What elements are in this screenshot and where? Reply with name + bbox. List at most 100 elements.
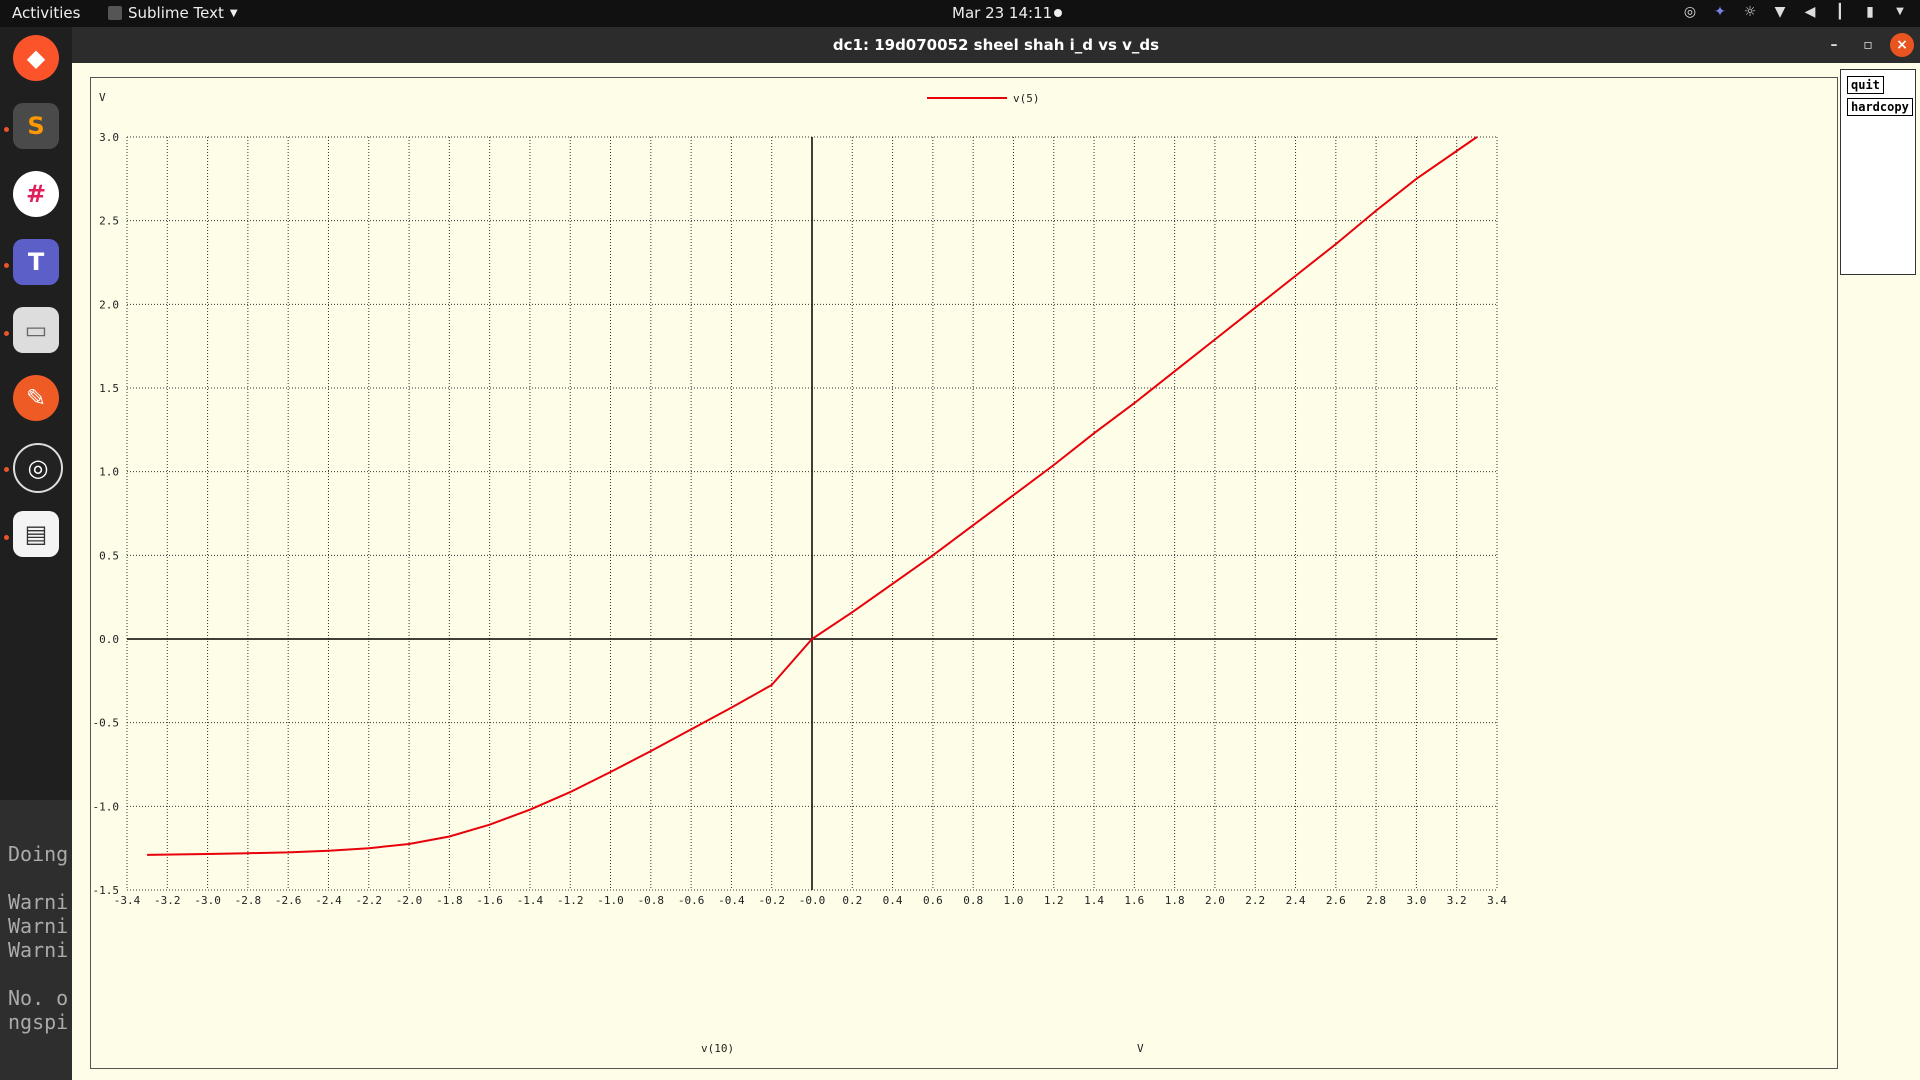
x-tick-label: 3.0 xyxy=(1406,894,1426,907)
x-tick-label: -2.4 xyxy=(315,894,342,907)
tick-labels: -3.4 -3.2 -3.0 -2.8 -2.6 -2.4 -2.2 -2.0 -1.8 -1.6… xyxy=(93,131,1508,907)
y-tick-label: 0.5 xyxy=(99,549,119,562)
postman-icon[interactable]: ✎ xyxy=(13,375,59,421)
y-tick-label: 1.0 xyxy=(99,466,119,479)
x-tick-label: -3.4 xyxy=(114,894,141,907)
y-tick-label: 2.5 xyxy=(99,215,119,228)
teams-tray-icon[interactable]: ✦ xyxy=(1714,4,1726,20)
x-tick-label: -0.4 xyxy=(718,894,745,907)
y-tick-label: -1.0 xyxy=(93,800,120,813)
chart: V v(5) -3.4 -3.2 -3.0 -2.8 -2.6 -2.4 -2.2 -2.0-… xyxy=(93,91,1508,1055)
close-icon[interactable]: × xyxy=(1890,33,1914,57)
x-tick-label: 1.0 xyxy=(1004,894,1024,907)
x-tick-label: 2.4 xyxy=(1286,894,1306,907)
battery-icon[interactable]: ▮ xyxy=(1866,4,1874,20)
x-tick-label: 1.8 xyxy=(1165,894,1185,907)
microphone-icon[interactable]: ┃ xyxy=(1835,4,1845,20)
y-tick-label: 0.0 xyxy=(99,633,119,646)
minimize-icon[interactable]: – xyxy=(1830,37,1838,53)
series-line-v5 xyxy=(147,136,1478,856)
obs-tray-icon[interactable]: ◎ xyxy=(1683,4,1697,20)
wifi-icon[interactable]: ▼ xyxy=(1774,4,1786,20)
app-menu-label: Sublime Text xyxy=(128,4,224,22)
system-tray[interactable]: ◎ ✦ ☼ ▼ ◀ ┃ ▮ ▼ xyxy=(1682,3,1908,21)
plot-window: dc1: 19d070052 sheel shah i_d vs v_ds – … xyxy=(72,27,1920,1080)
brightness-icon[interactable]: ☼ xyxy=(1743,4,1757,20)
x-tick-label: 0.4 xyxy=(883,894,903,907)
volume-icon[interactable]: ◀ xyxy=(1804,4,1816,20)
x-tick-label: 2.0 xyxy=(1205,894,1225,907)
brave-browser-icon[interactable]: ◆ xyxy=(13,35,59,81)
y-tick-label: 3.0 xyxy=(99,131,119,144)
x-tick-label: 2.2 xyxy=(1245,894,1265,907)
x-tick-label: 1.6 xyxy=(1124,894,1144,907)
terminal-line: ngspi xyxy=(8,1010,69,1034)
window-titlebar[interactable]: dc1: 19d070052 sheel shah i_d vs v_ds – … xyxy=(72,27,1920,63)
x-tick-label: -1.2 xyxy=(557,894,584,907)
activities-button[interactable]: Activities xyxy=(12,4,81,22)
x-tick-label: 2.6 xyxy=(1326,894,1346,907)
window-title: dc1: 19d070052 sheel shah i_d vs v_ds xyxy=(832,36,1160,54)
maximize-icon[interactable]: ▫ xyxy=(1863,37,1873,53)
side-panel: quit hardcopy xyxy=(1840,69,1916,275)
terminal-background: Doing Warni Warni Warni No. o ngspi xyxy=(0,800,72,1080)
system-menu-chevron-icon[interactable]: ▼ xyxy=(1896,6,1904,17)
x-tick-label: -2.0 xyxy=(396,894,423,907)
y-tick-label: 1.5 xyxy=(99,382,119,395)
legend-entry: v(5) xyxy=(1013,92,1040,105)
x-tick-label: 2.8 xyxy=(1366,894,1386,907)
x-tick-label: 1.2 xyxy=(1044,894,1064,907)
running-indicator-icon xyxy=(4,127,9,132)
x-axis-label: v(10) xyxy=(701,1042,734,1055)
x-tick-label: 1.4 xyxy=(1084,894,1104,907)
x-tick-label: -0.6 xyxy=(678,894,705,907)
x-tick-label: -3.2 xyxy=(154,894,181,907)
x-tick-label: 3.2 xyxy=(1447,894,1467,907)
running-indicator-icon xyxy=(4,535,9,540)
terminal-line: Warni xyxy=(8,938,69,962)
x-tick-label: 3.4 xyxy=(1487,894,1507,907)
slack-icon[interactable]: # xyxy=(13,171,59,217)
x-tick-label: -1.6 xyxy=(476,894,503,907)
sublime-icon xyxy=(108,6,122,20)
terminal-line: No. o xyxy=(8,986,69,1010)
y-tick-label: -1.5 xyxy=(93,884,120,897)
x-tick-label: -2.8 xyxy=(235,894,262,907)
x-tick-label: 0.8 xyxy=(963,894,983,907)
x-tick-label: -1.0 xyxy=(597,894,624,907)
sublime-text-icon[interactable]: S xyxy=(13,103,59,149)
files-icon[interactable]: ▭ xyxy=(13,307,59,353)
terminal-line: Warni xyxy=(8,890,69,914)
axes xyxy=(127,137,1497,890)
y-unit-label: V xyxy=(99,91,106,104)
x-tick-label: 0.6 xyxy=(923,894,943,907)
top-bar: Activities Sublime Text ▼ Mar 23 14:11 ◎… xyxy=(0,0,1920,27)
obs-studio-icon[interactable]: ◎ xyxy=(13,443,63,493)
x-tick-label: -1.8 xyxy=(436,894,463,907)
x-tick-label: -3.0 xyxy=(194,894,221,907)
hardcopy-button[interactable]: hardcopy xyxy=(1847,98,1913,116)
terminal-line: Warni xyxy=(8,914,69,938)
x-tick-label: -2.2 xyxy=(356,894,383,907)
x-axis-unit: V xyxy=(1137,1042,1144,1055)
plot-area: V v(5) -3.4 -3.2 -3.0 -2.8 -2.6 -2.4 -2.2 -2.0-… xyxy=(90,77,1838,1069)
y-tick-label: 2.0 xyxy=(99,298,119,311)
terminal-line: Doing xyxy=(8,842,69,866)
document-viewer-icon[interactable]: ▤ xyxy=(13,511,59,557)
x-tick-label: -0.0 xyxy=(799,894,826,907)
quit-button[interactable]: quit xyxy=(1847,76,1884,94)
x-tick-label: -0.2 xyxy=(758,894,785,907)
app-menu[interactable]: Sublime Text ▼ xyxy=(108,4,238,22)
chevron-down-icon: ▼ xyxy=(229,7,238,19)
teams-icon[interactable]: T xyxy=(13,239,59,285)
x-tick-label: -1.4 xyxy=(517,894,544,907)
y-tick-label: -0.5 xyxy=(93,717,120,730)
x-tick-label: -2.6 xyxy=(275,894,302,907)
x-tick-label: 0.2 xyxy=(842,894,862,907)
clock[interactable]: Mar 23 14:11 xyxy=(952,4,1053,22)
notification-dot-icon xyxy=(1054,9,1062,17)
running-indicator-icon xyxy=(4,467,9,472)
running-indicator-icon xyxy=(4,263,9,268)
x-tick-label: -0.8 xyxy=(638,894,665,907)
running-indicator-icon xyxy=(4,331,9,336)
